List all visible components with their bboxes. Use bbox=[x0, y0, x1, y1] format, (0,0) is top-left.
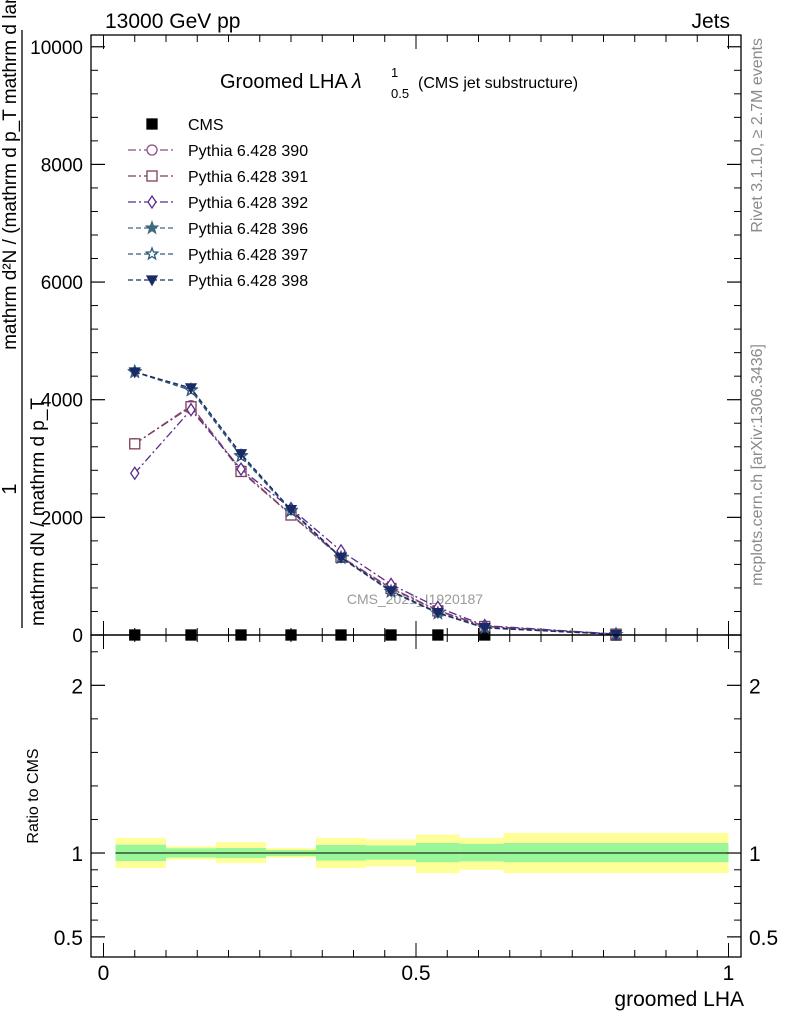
legend-label: Pythia 6.428 391 bbox=[188, 169, 308, 186]
ratio-y-tick-label-right: 0.5 bbox=[749, 927, 778, 950]
y-tick-label: 8000 bbox=[41, 155, 83, 176]
ratio-y-tick-label: 1 bbox=[71, 843, 83, 866]
legend-marker bbox=[144, 220, 160, 235]
ratio-y-tick-label-right: 1 bbox=[749, 843, 761, 866]
legend-marker bbox=[146, 118, 158, 130]
legend-entry: Pythia 6.428 390 bbox=[128, 143, 308, 160]
legend-entry: Pythia 6.428 391 bbox=[128, 169, 308, 186]
legend-marker bbox=[146, 144, 158, 156]
legend-label: Pythia 6.428 397 bbox=[188, 247, 308, 264]
header-left: 13000 GeV pp bbox=[105, 10, 240, 33]
ratio-x-ticks: 0 0.5 1 bbox=[98, 635, 735, 985]
data-point bbox=[184, 383, 198, 395]
y-tick-label: 6000 bbox=[41, 273, 83, 294]
y-label-denominator: mathrm dN / mathrm d p_T bbox=[28, 398, 49, 626]
y-tick-label: 0 bbox=[72, 626, 83, 647]
ratio-y-tick-label-right: 2 bbox=[749, 675, 761, 698]
y-axis-label: 1 mathrm dN / mathrm d p_T mathrm d²N / … bbox=[0, 0, 49, 628]
legend: CMS Pythia 6.428 390 Pythia 6.428 391 Pythi… bbox=[128, 117, 308, 290]
chart-title-sub: 0.5 bbox=[391, 86, 409, 101]
ratio-y-tick-label: 2 bbox=[71, 675, 83, 698]
data-point bbox=[129, 438, 141, 450]
rivet-version-label: Rivet 3.1.10, ≥ 2.7M events bbox=[749, 38, 766, 233]
chart-title: Groomed LHA λ bbox=[220, 71, 362, 93]
ratio-y-tick-label: 0.5 bbox=[54, 927, 83, 950]
legend-label: Pythia 6.428 396 bbox=[188, 221, 308, 238]
data-point bbox=[186, 402, 196, 417]
ratio-y-label: Ratio to CMS bbox=[25, 748, 42, 843]
legend-marker bbox=[145, 275, 159, 287]
legend-entry: CMS bbox=[146, 117, 224, 134]
data-point bbox=[334, 552, 348, 564]
data-point bbox=[129, 466, 140, 481]
chart-title-lambda: λ bbox=[351, 71, 362, 93]
x-tick-label: 1 bbox=[723, 962, 735, 985]
legend-marker bbox=[147, 194, 157, 210]
legend-entry: Pythia 6.428 397 bbox=[128, 246, 308, 264]
y-tick-label: 2000 bbox=[41, 508, 83, 529]
ratio-bands bbox=[115, 832, 729, 874]
data-point bbox=[478, 622, 491, 634]
main-x-ticks bbox=[103, 35, 729, 635]
main-y-ticks: 0 2000 4000 6000 8000 10000 bbox=[30, 38, 741, 647]
legend-label: Pythia 6.428 392 bbox=[188, 195, 308, 212]
chart-title-suffix: (CMS jet substructure) bbox=[418, 75, 578, 92]
y-tick-label: 4000 bbox=[41, 391, 83, 412]
legend-marker bbox=[146, 170, 158, 182]
mcplots-label: mcplots.cern.ch [arXiv:1306.3436] bbox=[749, 344, 766, 586]
chart-title-sup: 1 bbox=[391, 65, 398, 80]
ratio-y-ticks: 0.5 0.5 1 1 2 2 bbox=[54, 651, 778, 950]
analysis-watermark: CMS_2021_I1920187 bbox=[347, 591, 483, 607]
x-axis-label: groomed LHA bbox=[614, 988, 744, 1011]
data-point bbox=[284, 505, 298, 517]
ratio-panel-frame bbox=[90, 634, 742, 958]
y-tick-label: 10000 bbox=[30, 38, 83, 59]
data-point bbox=[384, 586, 398, 598]
header-right: Jets bbox=[691, 10, 730, 33]
x-tick-label: 0.5 bbox=[401, 962, 430, 985]
legend-label: Pythia 6.428 390 bbox=[188, 143, 308, 160]
legend-entry: Pythia 6.428 398 bbox=[128, 273, 308, 290]
legend-entry: Pythia 6.428 396 bbox=[128, 220, 308, 238]
legend-label: Pythia 6.428 398 bbox=[188, 273, 308, 290]
data-point bbox=[431, 607, 444, 619]
y-label-fraction-right: mathrm d²N / (mathrm d p_T mathrm d lamb… bbox=[0, 0, 21, 350]
chart-title-main: Groomed LHA bbox=[220, 71, 348, 93]
data-point bbox=[128, 367, 141, 379]
legend-entry: Pythia 6.428 392 bbox=[128, 194, 308, 212]
data-point bbox=[234, 449, 248, 461]
y-label-numerator: 1 bbox=[0, 483, 21, 494]
legend-marker bbox=[144, 246, 160, 261]
x-tick-label: 0 bbox=[98, 962, 110, 985]
data-point bbox=[236, 461, 246, 477]
legend-label: CMS bbox=[188, 117, 224, 134]
